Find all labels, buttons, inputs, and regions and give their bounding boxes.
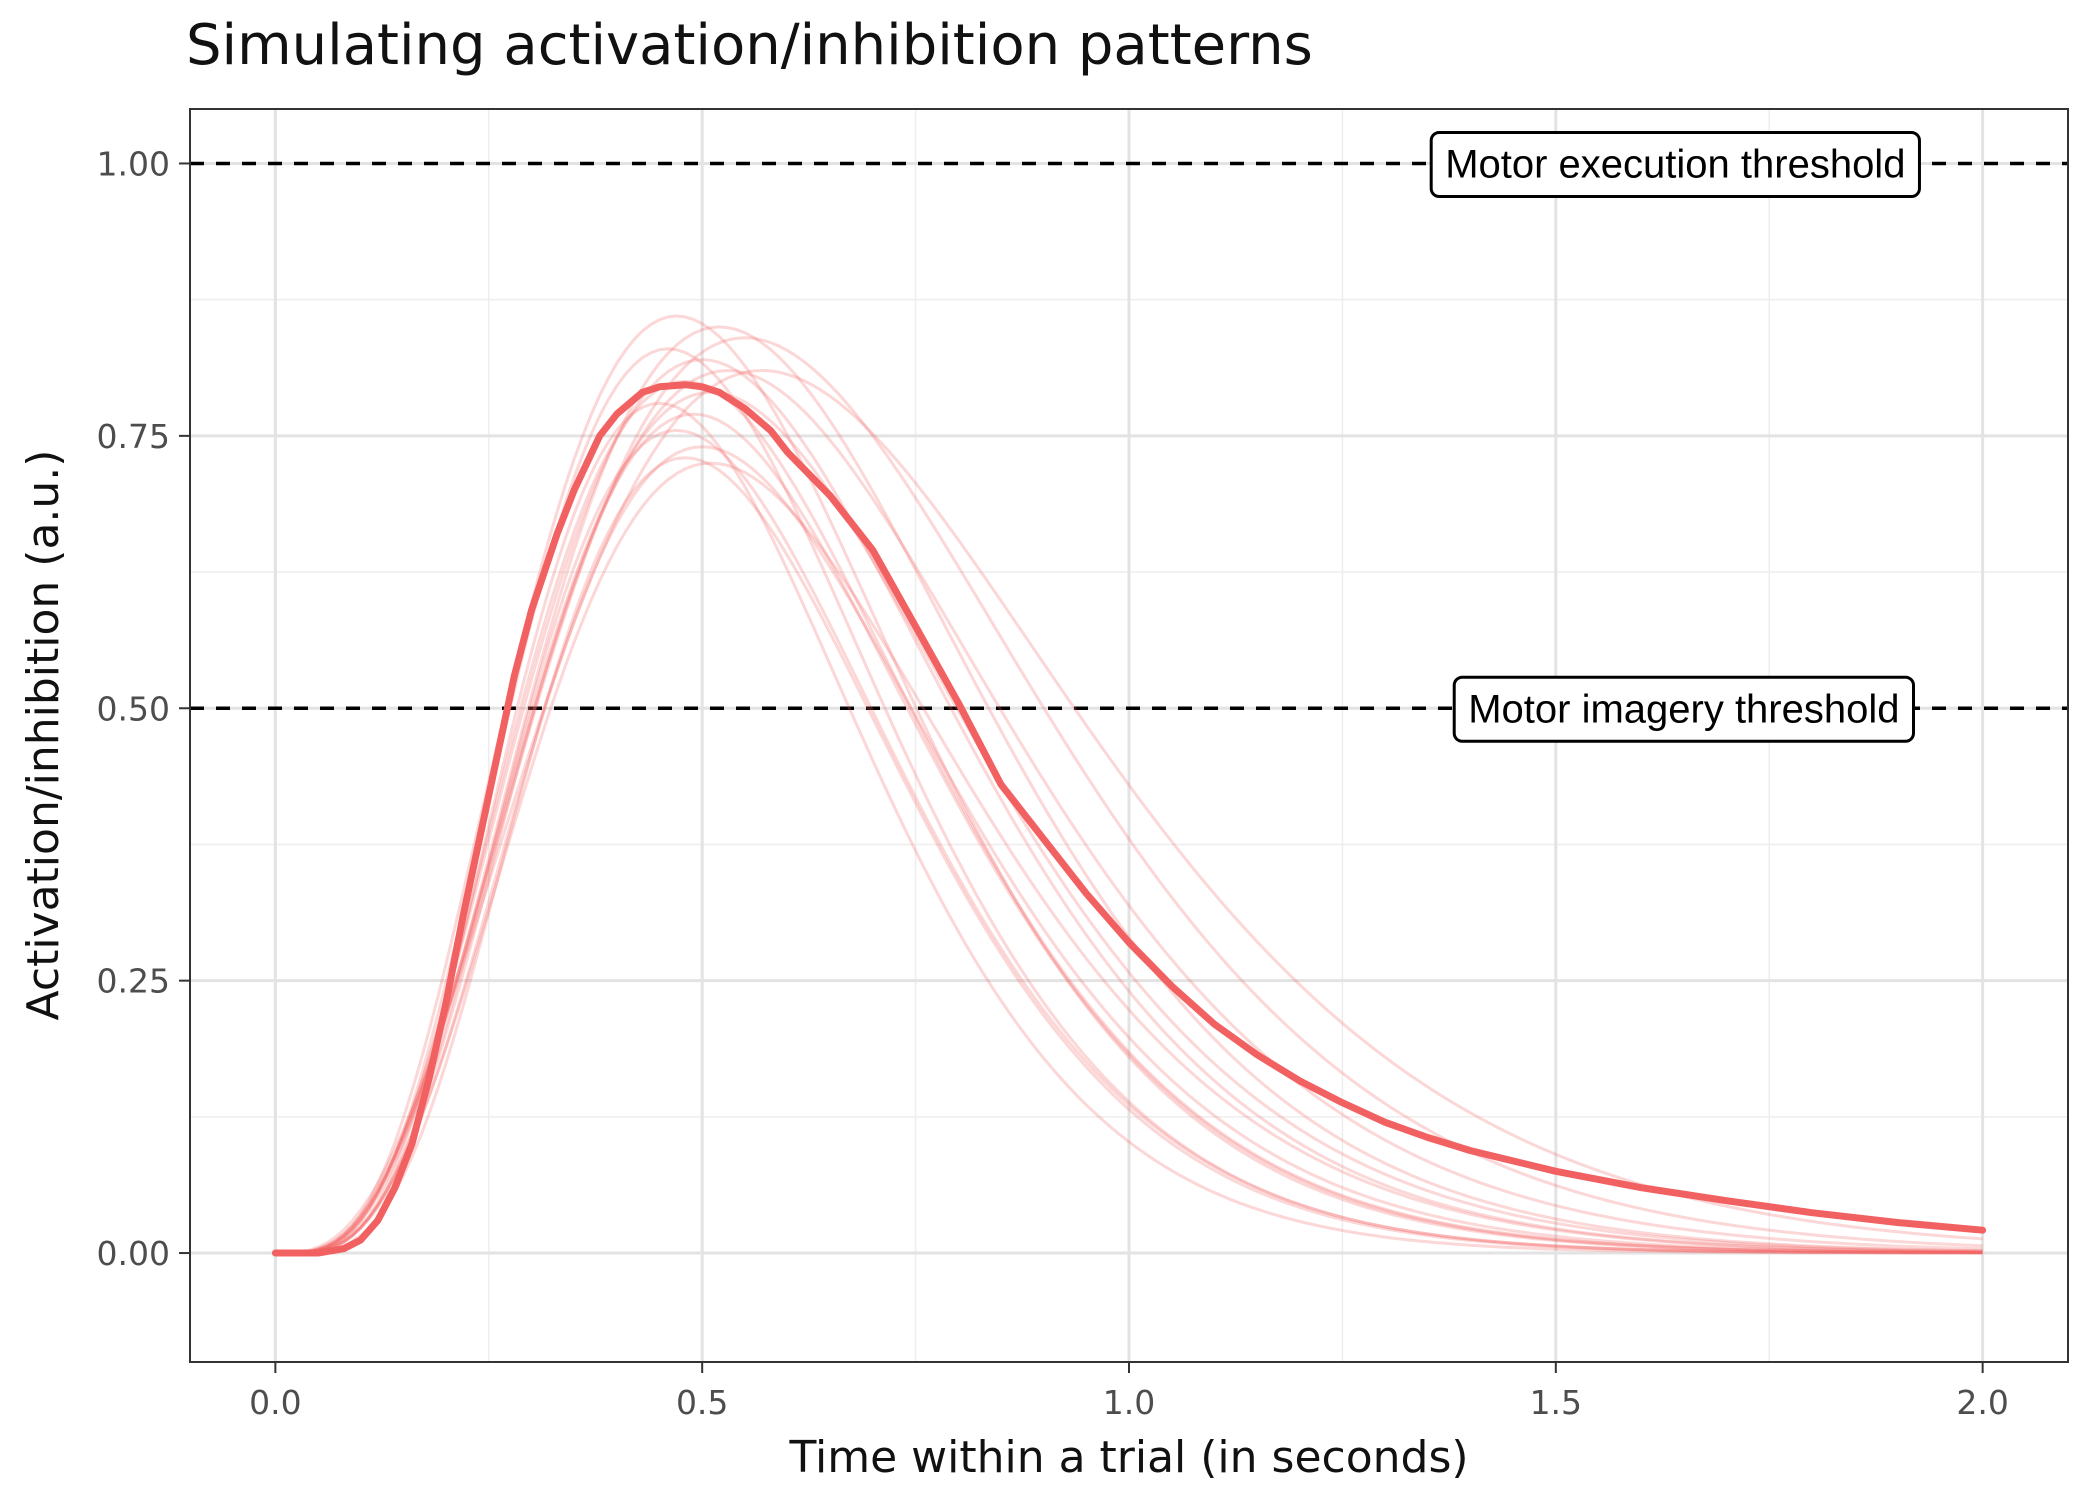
trial-line [275, 358, 1983, 1255]
trial-line [275, 314, 1983, 1255]
mean-line [271, 381, 1987, 1257]
x-tick-label: 0.0 [249, 1383, 301, 1422]
trial-line [275, 456, 1983, 1255]
x-tick-label: 2.0 [1956, 1383, 2008, 1422]
y-tick-label: 1.00 [97, 144, 170, 183]
y-tick-label: 0.75 [97, 417, 170, 456]
trial-line [275, 390, 1983, 1255]
y-tick-label: 0.50 [97, 689, 170, 728]
threshold-annotations: Motor execution threshold Motor imagery t… [1429, 130, 1921, 743]
threshold-label: Motor execution threshold [1429, 130, 1921, 198]
trial-line [275, 412, 1983, 1255]
x-tick-label: 1.0 [1103, 1383, 1155, 1422]
trial-line [275, 461, 1983, 1255]
y-tick-label: 0.25 [97, 962, 170, 1001]
trial-line [275, 379, 1983, 1255]
trial-line [275, 401, 1983, 1255]
trial-line [275, 368, 1983, 1255]
x-tick-label: 0.5 [676, 1383, 728, 1422]
threshold-label-text: Motor execution threshold [1445, 142, 1905, 186]
trial-line [275, 336, 1983, 1255]
x-tick-label: 1.5 [1530, 1383, 1582, 1422]
axes: 0.0 0.5 1.0 1.5 2.0 0.00 0.25 0.50 0.75 1.00 [97, 144, 2009, 1422]
trial-lines [275, 314, 1983, 1255]
threshold-label-box [1429, 130, 1921, 198]
x-axis-title: Time within a trial (in seconds) [788, 1432, 1468, 1483]
trial-line [275, 445, 1983, 1255]
y-axis-title: Activation/inhibition (a.u.) [18, 450, 69, 1021]
mean-line-group [271, 381, 1987, 1257]
y-tick-label: 0.00 [97, 1234, 170, 1273]
trial-line [275, 428, 1983, 1255]
threshold-label-text: Motor imagery threshold [1468, 687, 1899, 731]
threshold-label: Motor imagery threshold [1452, 675, 1916, 743]
chart-title: Simulating activation/inhibition pattern… [186, 13, 1313, 78]
threshold-label-box [1452, 675, 1916, 743]
